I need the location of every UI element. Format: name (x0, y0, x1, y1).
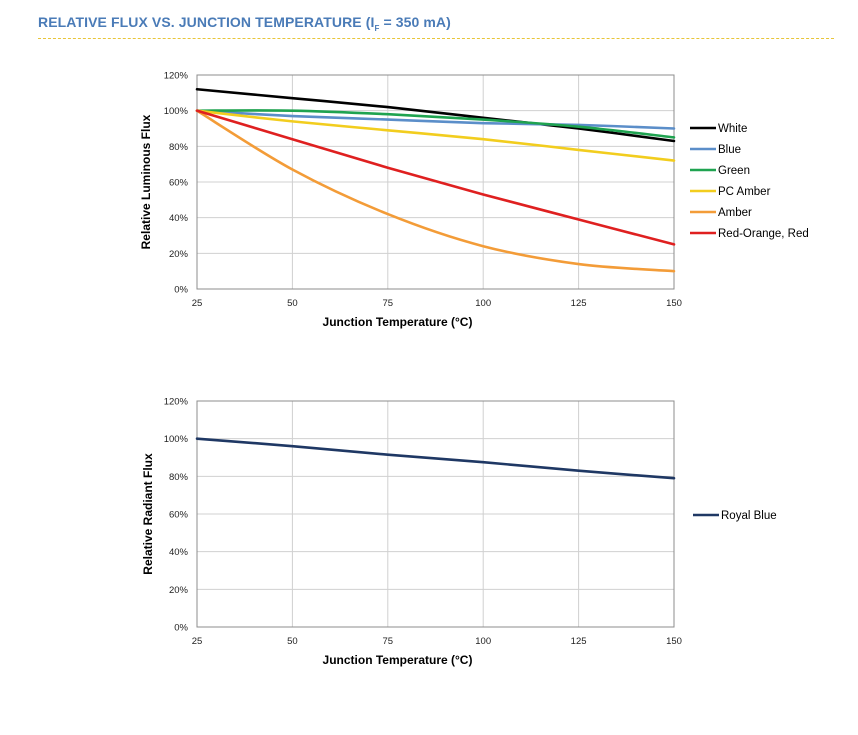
legend-label: White (718, 123, 747, 135)
legend-label: Royal Blue (721, 510, 777, 522)
title-rest: = 350 mA) (379, 14, 451, 30)
series-line-amber (195, 109, 676, 273)
x-tick-label: 50 (287, 298, 298, 309)
y-tick-label: 100% (164, 434, 189, 445)
title-main: RELATIVE FLUX VS. JUNCTION TEMPERATURE (… (38, 14, 375, 30)
series-line-royal-blue (195, 437, 676, 480)
legend-label: Red-Orange, Red (718, 228, 809, 240)
legend-label: PC Amber (718, 186, 771, 198)
y-tick-label: 0% (174, 285, 188, 296)
legend-label: Amber (718, 207, 752, 219)
y-tick-label: 120% (164, 397, 189, 408)
y-tick-label: 20% (169, 585, 189, 596)
title-subscript: F (374, 23, 380, 33)
page-title: RELATIVE FLUX VS. JUNCTION TEMPERATURE (… (38, 14, 834, 33)
x-tick-label: 150 (666, 636, 682, 647)
y-tick-label: 0% (174, 623, 188, 634)
x-tick-label: 100 (475, 298, 491, 309)
x-tick-label: 125 (571, 298, 587, 309)
series-line-green (195, 109, 676, 139)
y-tick-label: 80% (169, 142, 189, 153)
y-tick-label: 20% (169, 249, 189, 260)
luminous-flux-chart: 0% 20% 40% 60% 80% 100% 120% 25 50 75 100 125 150 Jun… (139, 71, 809, 330)
y-tick-label: 40% (169, 547, 189, 558)
y-tick-label: 60% (169, 178, 189, 189)
x-tick-label: 25 (192, 636, 203, 647)
x-axis-title: Junction Temperature (°C) (323, 315, 473, 329)
y-tick-label: 120% (164, 71, 189, 82)
x-tick-label: 150 (666, 298, 682, 309)
legend-label: Blue (718, 144, 741, 156)
legend-label: Green (718, 165, 750, 177)
x-tick-label: 50 (287, 636, 298, 647)
series-line-pc-amber (195, 109, 676, 162)
x-tick-label: 75 (383, 636, 394, 647)
x-tick-label: 25 (192, 298, 203, 309)
y-axis-title: Relative Radiant Flux (141, 453, 155, 575)
series-line-red-orange-red (195, 109, 676, 246)
series-line-white (195, 87, 676, 143)
radiant-flux-chart: 0% 20% 40% 60% 80% 100% 120% 25 50 75 100 125 150 Jun… (141, 397, 777, 668)
plot-frame (196, 74, 675, 290)
series-line-blue (195, 109, 676, 130)
page-header: RELATIVE FLUX VS. JUNCTION TEMPERATURE (… (38, 14, 834, 39)
y-tick-label: 80% (169, 472, 189, 483)
y-axis-title: Relative Luminous Flux (139, 114, 153, 249)
plot-frame (196, 400, 675, 628)
y-tick-label: 60% (169, 510, 189, 521)
x-axis-title: Junction Temperature (°C) (323, 653, 473, 667)
x-tick-label: 100 (475, 636, 491, 647)
y-tick-label: 100% (164, 106, 189, 117)
y-tick-label: 40% (169, 213, 189, 224)
x-tick-label: 75 (383, 298, 394, 309)
title-divider (38, 37, 834, 39)
x-tick-label: 125 (571, 636, 587, 647)
